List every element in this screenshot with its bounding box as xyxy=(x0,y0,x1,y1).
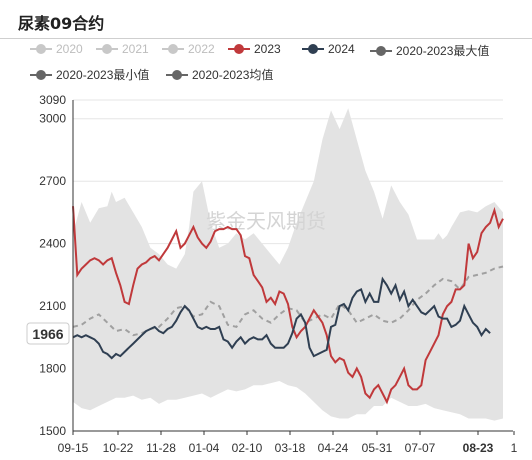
y-tick-label: 3000 xyxy=(39,112,66,126)
y-tick-label: 1800 xyxy=(39,362,66,376)
y-tick-label: 3090 xyxy=(39,93,66,107)
title-divider xyxy=(0,38,532,39)
legend-label: 2020-2023最大值 xyxy=(396,44,490,58)
series-range-band xyxy=(73,108,503,421)
series-line-2024 xyxy=(72,276,491,360)
legend-marker-icon xyxy=(30,44,52,54)
legend-label: 2020-2023均值 xyxy=(192,68,274,82)
y-tick-label: 2400 xyxy=(39,237,66,251)
legend-label: 2020 xyxy=(56,42,83,56)
x-tick-label: 02-10 xyxy=(232,441,263,455)
legend-item-1[interactable]: 2021 xyxy=(96,42,149,56)
legend-item-2[interactable]: 2022 xyxy=(162,42,215,56)
last-value-badge xyxy=(26,322,70,345)
legend-item-4[interactable]: 2024 xyxy=(302,42,355,56)
x-tick-label: 03-18 xyxy=(275,441,306,455)
x-tick-label: 05-31 xyxy=(362,441,393,455)
x-tick-label: 04-24 xyxy=(318,441,349,455)
legend-label: 2024 xyxy=(328,42,355,56)
legend-item-7[interactable]: 2020-2023均值 xyxy=(166,66,273,83)
legend-label: 2021 xyxy=(122,42,149,56)
legend-marker-icon xyxy=(166,69,188,80)
x-tick-label: 01-04 xyxy=(189,441,220,455)
legend-item-6[interactable]: 2020-2023最小值 xyxy=(30,66,149,83)
legend-item-3[interactable]: 2023 xyxy=(228,42,281,56)
legend-item-5[interactable]: 2020-2023最大值 xyxy=(370,42,489,59)
x-tick-label: 08-23 xyxy=(463,441,494,455)
x-tick-label: 11-28 xyxy=(146,441,176,455)
legend-marker-icon xyxy=(96,44,118,54)
legend-marker-icon xyxy=(370,45,392,56)
x-tick-label: 09-15 xyxy=(58,441,89,455)
legend-marker-icon xyxy=(30,69,52,80)
legend-marker-icon xyxy=(228,44,250,54)
y-tick-label: 1500 xyxy=(39,424,66,438)
legend-marker-icon xyxy=(162,44,184,54)
legend-label: 2020-2023最小值 xyxy=(56,68,150,82)
last-value-label: 1966 xyxy=(32,326,63,342)
x-tick-label: 07-07 xyxy=(405,441,436,455)
legend-item-0[interactable]: 2020 xyxy=(30,42,83,56)
y-tick-label: 2700 xyxy=(39,174,66,188)
x-tick-label: 10-22 xyxy=(103,441,134,455)
y-tick-label: 2100 xyxy=(39,299,66,313)
legend-label: 2022 xyxy=(188,42,215,56)
series-line-2023 xyxy=(72,206,504,405)
legend-label: 2023 xyxy=(254,42,281,56)
legend-marker-icon xyxy=(302,44,324,54)
chart-title: 尿素09合约 xyxy=(18,14,105,33)
x-tick-label: 1 xyxy=(511,441,518,455)
watermark: 紫金天风期货 xyxy=(206,210,326,233)
